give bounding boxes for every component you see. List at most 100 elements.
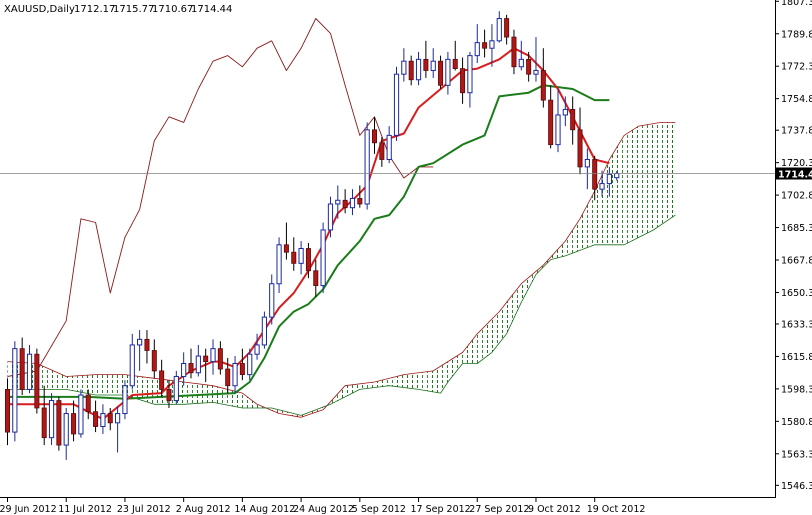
cloud-segment [119, 374, 122, 396]
cloud-segment [77, 375, 80, 392]
cloud-segment [673, 122, 676, 217]
candle [298, 241, 304, 275]
candle-body [217, 348, 223, 370]
candle [269, 274, 275, 325]
candle-body [122, 385, 128, 415]
candle-body [5, 389, 10, 433]
symbol-label: XAUUSD,Daily [4, 4, 75, 15]
candle-body [584, 158, 590, 168]
candle-body [254, 344, 260, 355]
cloud-segment [357, 383, 360, 391]
candle [401, 48, 407, 82]
x-tick-label: 14 Aug 2012 [234, 504, 295, 515]
cloud-segment [231, 390, 234, 407]
cloud-segment [411, 373, 414, 389]
cloud-segment [106, 374, 109, 396]
candle [511, 29, 517, 75]
cloud-segment [110, 374, 113, 396]
candle-body [225, 368, 231, 387]
candle [107, 407, 113, 431]
candle [63, 407, 69, 460]
cloud-segment [603, 167, 606, 245]
cloud-segment [510, 295, 513, 326]
candle [349, 189, 356, 216]
cloud-segment [479, 330, 481, 363]
candle-body [504, 18, 510, 38]
candle-body [195, 355, 201, 374]
cloud-segment [502, 304, 505, 339]
candle-body [386, 134, 392, 160]
cloud-segment [513, 290, 516, 319]
cloud-segment [391, 377, 393, 387]
cloud-segment [378, 380, 381, 388]
cloud-segment [348, 385, 351, 396]
candle-body [423, 58, 429, 71]
cloud-segment [95, 374, 98, 396]
cloud-segment [183, 382, 186, 405]
cloud-segment [192, 383, 195, 404]
candle [474, 24, 480, 64]
candle-body [570, 109, 576, 131]
cloud-segment [244, 394, 247, 408]
cloud-segment [669, 122, 672, 219]
candle [137, 330, 143, 371]
cloud-segment [627, 131, 630, 243]
candle-body [78, 394, 84, 435]
cloud-segment [88, 374, 91, 394]
cloud-segment [550, 255, 553, 260]
cloud-segment [620, 138, 623, 245]
cloud-segment [457, 354, 459, 371]
cloud-segment [363, 383, 366, 389]
cloud-segment [416, 372, 419, 390]
cloud-segment [246, 395, 248, 408]
cloud-segment [598, 179, 601, 245]
candle-body [232, 362, 238, 387]
candle-body [26, 353, 33, 390]
cloud-segment [279, 409, 281, 414]
cloud-segment [438, 366, 441, 394]
candle-body [511, 36, 517, 68]
y-tick-label: 1789.80 [781, 29, 812, 40]
x-tick-label: 24 Aug 2012 [293, 504, 354, 515]
cloud-segment [64, 375, 67, 390]
candle-body [452, 58, 458, 70]
cloud-segment [451, 358, 454, 378]
cloud-segment [625, 133, 628, 244]
cloud-segment [453, 356, 456, 376]
candle [5, 378, 10, 446]
x-axis-ticks: 29 Jun 2012 11 Jul 2012 23 Jul 2012 2 Aug 2… [0, 497, 645, 515]
candle [342, 189, 348, 214]
cloud-segment [150, 377, 153, 404]
cloud-segment [427, 371, 430, 392]
x-tick-label: 9 Oct 2012 [528, 504, 581, 515]
candle [518, 40, 524, 71]
candle [526, 51, 532, 82]
cloud-segment [235, 391, 237, 407]
cloud-segment [561, 243, 564, 257]
kijun-sen-line [7, 84, 610, 400]
ohlc-open: 1712.17 [74, 4, 115, 15]
cloud-segment [517, 286, 520, 311]
cloud-segment [187, 382, 190, 405]
senkou-span-b-line [7, 214, 676, 416]
cloud-segment [383, 379, 386, 387]
cloud-segment [594, 187, 597, 245]
candle-body [460, 68, 466, 94]
cloud-segment [581, 211, 584, 250]
candle-body [445, 58, 451, 86]
candle-body [474, 42, 480, 57]
candle-body [298, 248, 304, 264]
cloud-segment [418, 372, 421, 390]
y-tick-label: 1702.80 [781, 191, 812, 202]
cloud-segment [42, 365, 45, 390]
candle-body [188, 363, 194, 374]
candle [584, 148, 590, 190]
current-price-tag: 1714.44 [776, 167, 812, 181]
cloud-segment [587, 201, 590, 248]
candle-body [85, 394, 91, 413]
candle [276, 237, 282, 294]
candle [482, 29, 488, 58]
candle [261, 311, 267, 349]
cloud-segment [69, 376, 72, 391]
